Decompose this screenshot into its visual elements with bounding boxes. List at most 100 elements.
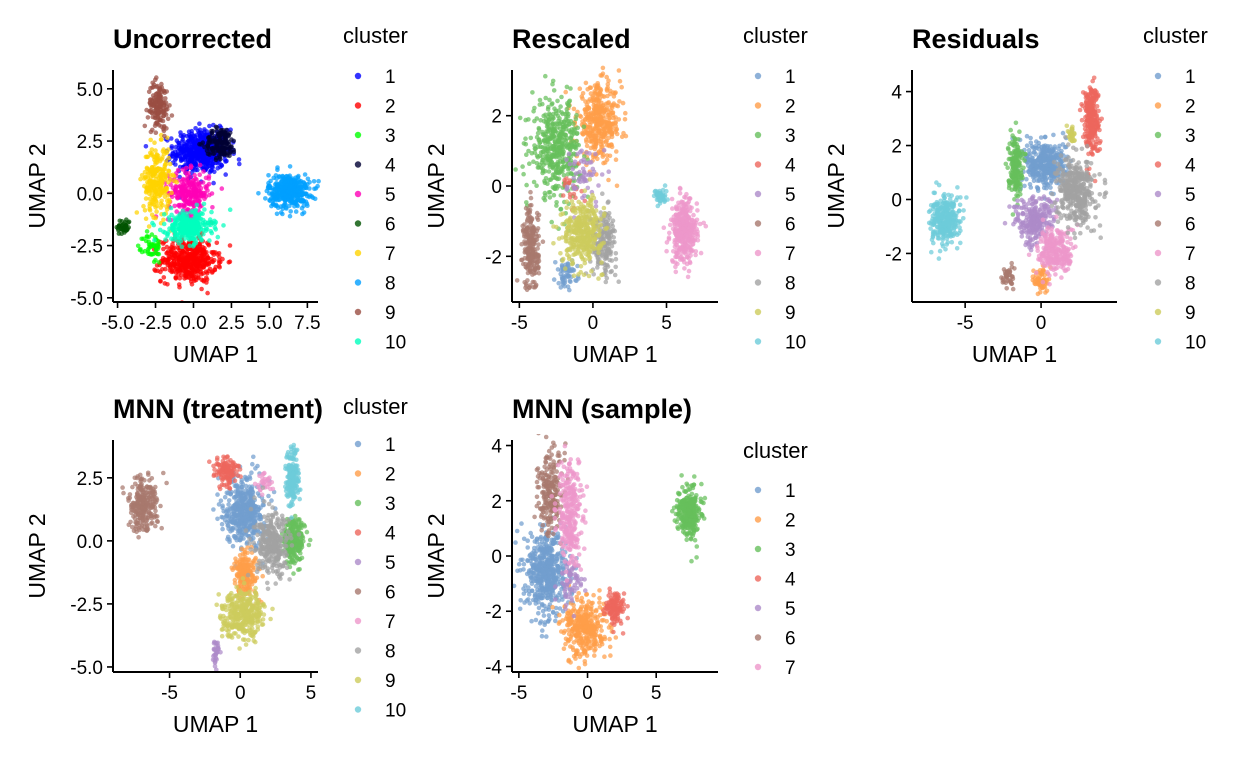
point bbox=[149, 200, 154, 205]
points-layer bbox=[927, 76, 1108, 297]
point bbox=[688, 261, 693, 266]
point bbox=[148, 138, 153, 143]
point bbox=[170, 144, 175, 149]
point bbox=[602, 148, 607, 153]
point bbox=[151, 85, 156, 90]
point bbox=[543, 181, 548, 186]
point bbox=[546, 129, 551, 134]
point bbox=[678, 187, 683, 192]
legend-swatch bbox=[755, 309, 761, 315]
point bbox=[536, 253, 541, 258]
point bbox=[587, 247, 592, 252]
point bbox=[543, 191, 548, 196]
point bbox=[558, 251, 563, 256]
point bbox=[568, 86, 573, 91]
point bbox=[200, 194, 205, 199]
point bbox=[528, 266, 533, 271]
point bbox=[695, 201, 700, 206]
point bbox=[189, 145, 194, 150]
cluster-10-points bbox=[652, 183, 670, 208]
point bbox=[173, 217, 178, 222]
point bbox=[217, 255, 222, 260]
point bbox=[146, 115, 151, 120]
point bbox=[191, 224, 196, 229]
legend-label: 5 bbox=[785, 185, 796, 206]
point bbox=[156, 167, 161, 172]
point bbox=[571, 176, 576, 181]
point bbox=[220, 144, 225, 149]
point bbox=[704, 224, 709, 229]
point bbox=[566, 172, 571, 177]
point bbox=[557, 236, 562, 241]
point bbox=[294, 200, 299, 205]
point bbox=[288, 164, 293, 169]
point bbox=[530, 255, 535, 260]
point bbox=[688, 223, 693, 228]
point bbox=[280, 212, 285, 217]
point bbox=[164, 150, 169, 155]
point bbox=[578, 214, 583, 219]
point bbox=[606, 264, 611, 269]
point bbox=[569, 206, 574, 211]
point bbox=[152, 140, 157, 145]
legend-label: 3 bbox=[385, 126, 396, 147]
point bbox=[557, 176, 562, 181]
point bbox=[125, 228, 130, 233]
point bbox=[682, 266, 687, 271]
point bbox=[291, 193, 296, 198]
point bbox=[599, 101, 604, 106]
point bbox=[582, 125, 587, 130]
point bbox=[559, 95, 564, 100]
point bbox=[152, 168, 157, 173]
point bbox=[553, 175, 558, 180]
point bbox=[162, 134, 167, 139]
point bbox=[600, 172, 605, 177]
point bbox=[167, 169, 172, 174]
point bbox=[300, 199, 305, 204]
point bbox=[562, 274, 567, 279]
point bbox=[521, 172, 526, 177]
point bbox=[607, 251, 612, 256]
point bbox=[623, 117, 628, 122]
point bbox=[210, 131, 215, 136]
point bbox=[152, 180, 157, 185]
point bbox=[207, 141, 212, 146]
point bbox=[294, 209, 299, 214]
point bbox=[673, 227, 678, 232]
points-layer bbox=[513, 66, 708, 310]
point bbox=[543, 198, 548, 203]
point bbox=[556, 281, 561, 286]
point bbox=[526, 117, 531, 122]
point bbox=[300, 212, 305, 217]
point bbox=[153, 189, 158, 194]
point bbox=[560, 259, 565, 264]
point bbox=[543, 134, 548, 139]
point bbox=[565, 185, 570, 190]
point bbox=[544, 161, 549, 166]
point bbox=[691, 238, 696, 243]
point bbox=[568, 217, 573, 222]
point bbox=[608, 270, 613, 275]
point bbox=[598, 222, 603, 227]
point bbox=[563, 133, 568, 138]
point bbox=[184, 140, 189, 145]
point bbox=[664, 249, 669, 254]
point bbox=[228, 243, 233, 248]
point bbox=[558, 145, 563, 150]
point bbox=[519, 258, 524, 263]
point bbox=[144, 190, 149, 195]
point bbox=[606, 178, 611, 183]
point bbox=[186, 272, 191, 277]
point bbox=[184, 166, 189, 171]
point bbox=[621, 101, 626, 106]
point bbox=[178, 276, 183, 281]
x-tick-label: 2.5 bbox=[218, 313, 244, 334]
point bbox=[652, 194, 657, 199]
point bbox=[520, 164, 525, 169]
point bbox=[673, 265, 678, 270]
point bbox=[171, 152, 176, 157]
point bbox=[159, 179, 164, 184]
point bbox=[266, 173, 271, 178]
point bbox=[581, 246, 586, 251]
point bbox=[571, 236, 576, 241]
